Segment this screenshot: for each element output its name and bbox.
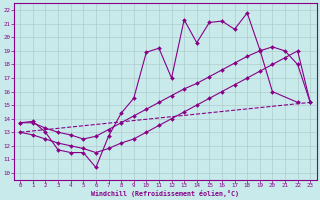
X-axis label: Windchill (Refroidissement éolien,°C): Windchill (Refroidissement éolien,°C) bbox=[91, 190, 239, 197]
